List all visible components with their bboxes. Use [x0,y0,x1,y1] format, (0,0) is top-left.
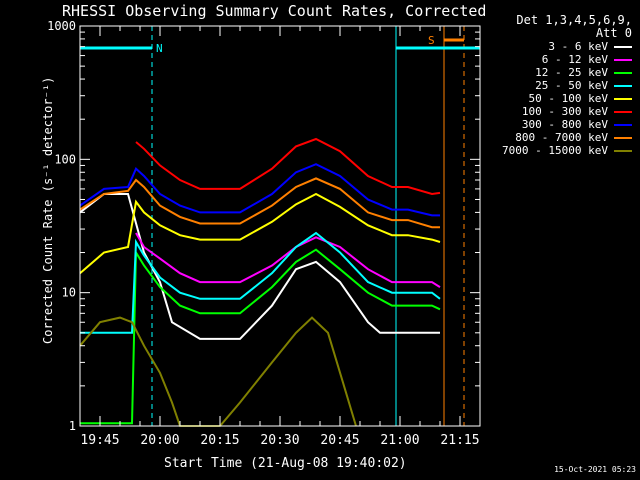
legend-title-line1: Det 1,3,4,5,6,9, [516,13,632,27]
legend-swatch [614,136,632,139]
series-line-1 [135,232,441,288]
legend-item-label: 800 - 7000 keV [515,131,608,144]
legend-item-label: 3 - 6 keV [548,40,608,53]
chart-legend: Det 1,3,4,5,6,9, Att 0 3 - 6 keV 6 - 12 k… [482,14,632,157]
legend-swatch [614,123,632,126]
legend-swatch [614,110,632,113]
legend-item: 800 - 7000 keV [482,131,632,144]
legend-item-label: 6 - 12 keV [541,53,608,66]
chart-title: RHESSI Observing Summary Count Rates, Co… [62,2,487,20]
legend-item: 7000 - 15000 keV [482,144,632,157]
legend-item-label: 300 - 800 keV [521,118,608,131]
x-tick-label-3: 20:30 [260,433,299,448]
x-tick-label-6: 21:15 [440,433,479,448]
y-tick-label-1: 10 [62,286,76,300]
legend-swatch [614,71,632,74]
plot-frame [79,25,481,427]
legend-item: 300 - 800 keV [482,118,632,131]
legend-item: 25 - 50 keV [482,79,632,92]
series-line-8 [79,316,357,427]
series-line-5 [135,137,441,196]
series-line-2 [80,248,441,425]
legend-swatch [614,84,632,87]
x-tick-label-5: 21:00 [380,433,419,448]
y-tick-label-2: 100 [54,152,76,166]
series-line-6 [79,163,440,217]
x-tick-label-1: 20:00 [140,433,179,448]
legend-title-line2: Att 0 [595,26,632,40]
y-tick-label-3: 1000 [47,19,76,33]
x-tick-label-2: 20:15 [200,433,239,448]
legend-item-label: 7000 - 15000 keV [502,144,608,157]
x-tick-label-0: 19:45 [80,433,119,448]
legend-item-label: 12 - 25 keV [535,66,608,79]
legend-swatch [614,149,632,152]
legend-item-label: 100 - 300 keV [521,105,608,118]
annotation-label-0: N [156,42,163,55]
series-line-7 [79,177,440,229]
legend-item-label: 25 - 50 keV [535,79,608,92]
legend-item: 100 - 300 keV [482,105,632,118]
series-line-4 [79,192,441,274]
series-line-0 [79,193,440,340]
y-axis-label: Corrected Count Rate (s⁻¹ detector⁻¹) [41,76,55,344]
series-line-3 [80,231,441,334]
x-axis-label: Start Time (21-Aug-08 19:40:02) [164,456,407,471]
legend-swatch [614,45,632,48]
legend-swatch [614,97,632,100]
legend-item: 6 - 12 keV [482,53,632,66]
footer-timestamp: 15-Oct-2021 05:23 [554,465,636,474]
annotation-label-1: S [428,34,435,47]
legend-items: 3 - 6 keV 6 - 12 keV 12 - 25 keV 25 - 50 ke… [482,40,632,157]
x-tick-label-4: 20:45 [320,433,359,448]
legend-item-label: 50 - 100 keV [528,92,608,105]
legend-item: 50 - 100 keV [482,92,632,105]
legend-swatch [614,58,632,61]
legend-item: 3 - 6 keV [482,40,632,53]
y-tick-label-0: 1 [69,419,76,433]
legend-item: 12 - 25 keV [482,66,632,79]
